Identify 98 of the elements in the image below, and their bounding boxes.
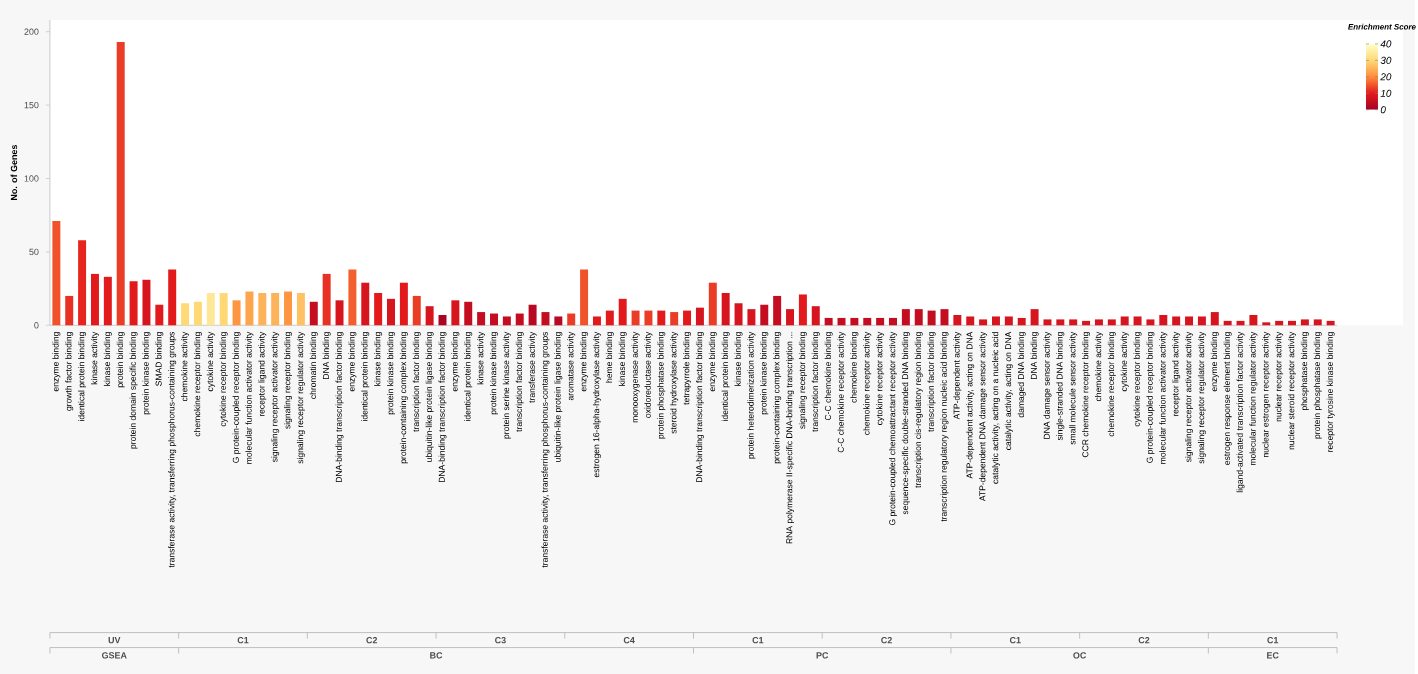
bar xyxy=(760,304,769,326)
bar xyxy=(580,269,589,326)
bar xyxy=(1107,319,1116,326)
bar xyxy=(1326,320,1335,326)
bar xyxy=(1236,320,1245,326)
bar xyxy=(1004,316,1013,326)
bar xyxy=(1056,319,1065,326)
bar xyxy=(541,311,550,326)
bar xyxy=(824,317,833,326)
bar xyxy=(786,308,795,326)
bar xyxy=(1043,319,1052,326)
bar xyxy=(271,292,280,326)
bar xyxy=(1017,317,1026,326)
bar xyxy=(309,301,318,326)
bar xyxy=(464,301,473,326)
bar xyxy=(425,305,434,326)
bar xyxy=(374,292,383,326)
bar xyxy=(412,295,421,326)
bar xyxy=(477,311,486,326)
bar xyxy=(914,308,923,326)
bar xyxy=(142,279,151,326)
bar xyxy=(644,310,653,326)
bar xyxy=(863,317,872,326)
bar xyxy=(1223,320,1232,326)
bar xyxy=(811,305,820,326)
bar xyxy=(695,307,704,326)
bar xyxy=(734,303,743,326)
bar xyxy=(78,239,87,326)
bar xyxy=(798,294,807,326)
bar xyxy=(708,282,717,326)
bar xyxy=(258,292,267,326)
bar xyxy=(181,303,190,326)
bar xyxy=(876,317,885,326)
bar xyxy=(387,298,395,326)
bar xyxy=(1030,308,1039,326)
bar xyxy=(657,310,666,326)
bar xyxy=(1197,316,1206,326)
bar xyxy=(1313,319,1322,326)
bar xyxy=(966,316,975,326)
bar xyxy=(1210,311,1219,326)
bar xyxy=(979,319,988,326)
bar xyxy=(747,308,756,326)
bar xyxy=(554,316,563,326)
bar xyxy=(348,269,357,326)
bar xyxy=(65,295,74,326)
bar xyxy=(991,316,1000,326)
bar xyxy=(1300,319,1309,326)
bar xyxy=(451,300,460,326)
bar xyxy=(618,298,627,326)
bar xyxy=(1146,319,1155,326)
bar xyxy=(670,311,679,326)
bar xyxy=(489,313,498,326)
bar xyxy=(1082,320,1091,326)
bar xyxy=(837,317,846,326)
bar xyxy=(502,316,511,326)
bar xyxy=(1159,314,1168,326)
bar xyxy=(52,220,61,326)
bar xyxy=(296,292,305,326)
bar xyxy=(335,300,344,326)
bar xyxy=(284,291,293,326)
bar xyxy=(1185,316,1194,326)
bar xyxy=(940,308,949,326)
bar xyxy=(361,282,370,326)
bar xyxy=(1120,316,1129,326)
bar xyxy=(567,313,576,326)
bar xyxy=(1133,316,1142,326)
bar xyxy=(168,269,177,326)
bar xyxy=(206,292,215,326)
bar xyxy=(850,317,859,326)
bar xyxy=(631,310,640,326)
bar xyxy=(605,310,614,326)
bar xyxy=(245,291,254,326)
bar xyxy=(1288,320,1296,326)
bar xyxy=(927,310,936,326)
bar xyxy=(103,276,112,326)
bar xyxy=(399,282,408,326)
bar xyxy=(1094,319,1103,326)
bar xyxy=(116,41,125,326)
bar xyxy=(219,292,228,326)
bar xyxy=(721,292,730,326)
bar xyxy=(1275,320,1284,326)
bar xyxy=(1069,319,1078,326)
bar xyxy=(901,308,910,326)
bar xyxy=(322,273,331,326)
bar xyxy=(528,304,537,326)
bar xyxy=(953,314,962,326)
bar xyxy=(1172,316,1181,326)
bar xyxy=(90,273,99,326)
bar xyxy=(1249,314,1258,326)
bar xyxy=(193,301,202,326)
bar xyxy=(683,310,692,326)
bar xyxy=(129,280,138,326)
bar xyxy=(592,316,601,326)
bar xyxy=(773,295,782,326)
bar xyxy=(155,304,164,326)
bar xyxy=(232,300,241,326)
bar xyxy=(889,317,897,326)
bar xyxy=(515,313,524,326)
